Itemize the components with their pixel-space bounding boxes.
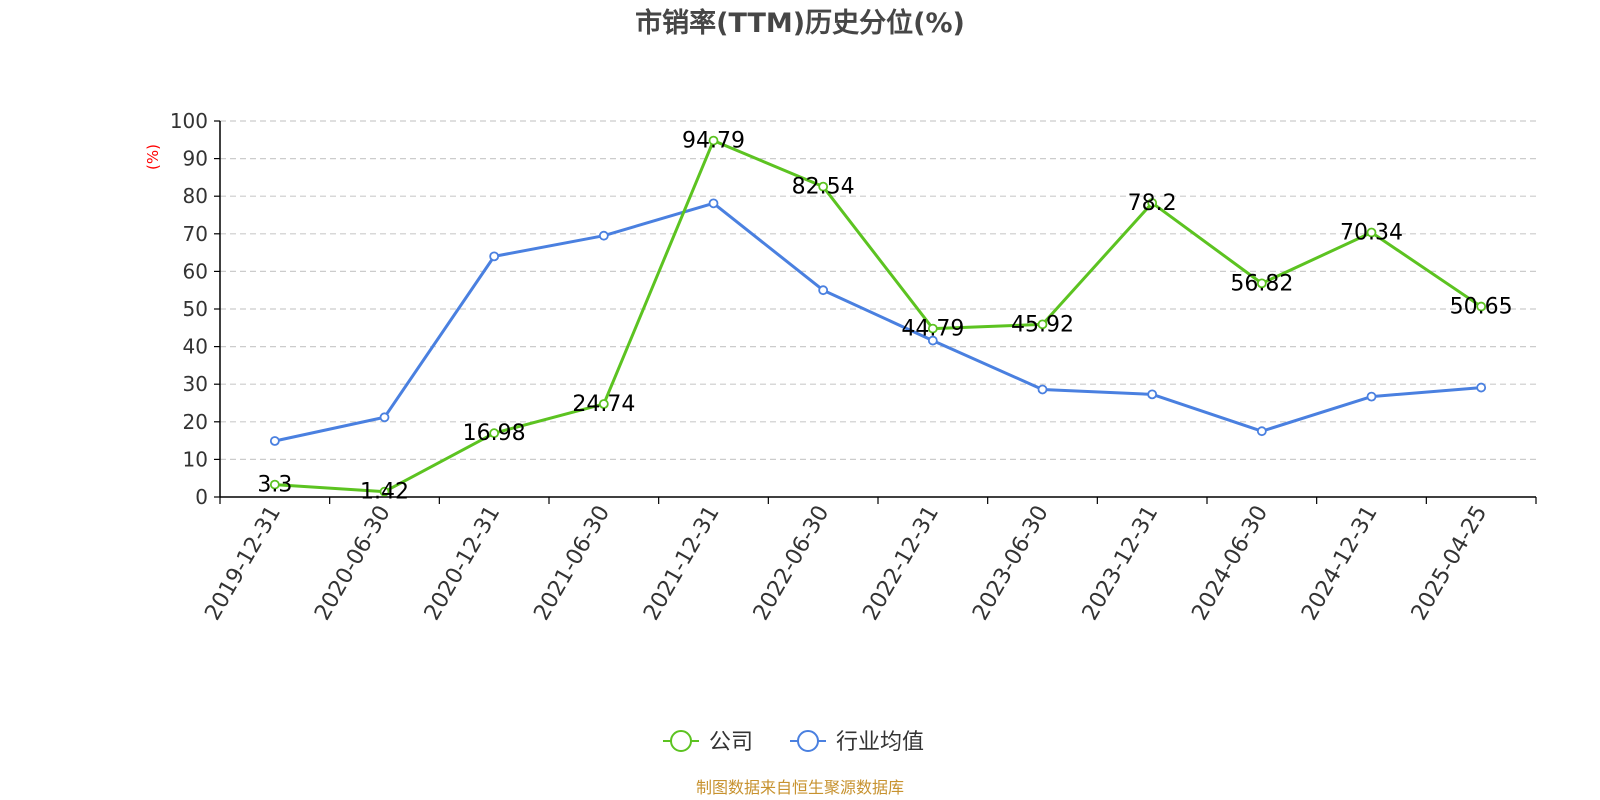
y-tick-label: 0 — [195, 485, 208, 509]
x-tick-label: 2025-04-25 — [1407, 502, 1493, 625]
data-label: 78.2 — [1128, 191, 1177, 216]
data-label: 16.98 — [463, 421, 526, 446]
series-line-company — [274, 139, 1483, 494]
x-tick-label: 2020-06-30 — [310, 502, 396, 625]
data-label: 24.74 — [572, 392, 635, 417]
data-label: 1.42 — [360, 480, 409, 505]
x-tick-label: 2020-12-31 — [420, 501, 506, 624]
x-tick-label: 2023-12-31 — [1078, 502, 1164, 625]
x-tick-label: 2023-06-30 — [968, 502, 1054, 625]
x-tick-label: 2022-12-31 — [858, 501, 944, 624]
y-tick-label: 90 — [183, 147, 208, 171]
legend-marker-icon — [797, 730, 819, 752]
data-point — [489, 251, 500, 262]
x-tick-label: 2022-06-30 — [749, 502, 835, 625]
y-tick-label: 30 — [183, 372, 208, 396]
y-tick-label: 50 — [183, 297, 208, 321]
data-point — [1366, 391, 1377, 402]
data-point — [1037, 384, 1048, 395]
y-tick-label: 70 — [183, 222, 208, 246]
legend-label: 公司 — [709, 730, 753, 755]
data-point — [708, 198, 719, 209]
chart-title: 市销率(TTM)历史分位(%) — [635, 7, 965, 39]
y-tick-label: 80 — [183, 184, 208, 208]
y-tick-label: 40 — [183, 335, 208, 359]
data-point — [1256, 426, 1267, 437]
data-point — [379, 412, 390, 423]
data-point — [1256, 278, 1267, 289]
data-point — [598, 399, 609, 409]
data-point — [708, 135, 719, 146]
data-label: 94.79 — [682, 129, 745, 154]
data-point — [1147, 389, 1158, 400]
data-label: 70.34 — [1340, 221, 1403, 246]
data-label: 56.82 — [1230, 271, 1293, 296]
series-lines — [269, 135, 1487, 497]
data-point — [1476, 382, 1487, 393]
source-note: 制图数据来自恒生聚源数据库 — [696, 778, 904, 797]
data-point — [927, 335, 938, 346]
data-point — [1147, 198, 1158, 208]
x-tick-label: 2024-06-30 — [1187, 502, 1273, 625]
y-tick-label: 60 — [183, 259, 208, 283]
y-tick-label: 100 — [170, 109, 208, 133]
data-point — [379, 486, 390, 497]
series-line-industry — [274, 201, 1482, 443]
data-point — [489, 428, 500, 439]
data-point — [818, 181, 829, 192]
y-tick-label: 10 — [183, 447, 208, 471]
data-label: 3.3 — [257, 473, 292, 498]
grid-lines — [220, 120, 1536, 460]
data-point — [1476, 301, 1487, 312]
legend-item-industry[interactable]: 行业均值 — [790, 730, 924, 755]
y-tick-label: 20 — [183, 410, 208, 434]
legend[interactable]: 公司 行业均值 — [663, 730, 924, 755]
data-label: 50.65 — [1450, 295, 1513, 320]
data-point — [269, 479, 280, 490]
data-labels: 3.3 1.42 16.98 24.74 94.79 82.54 44.79 45.92 78.… — [257, 129, 1512, 505]
data-label: 45.92 — [1011, 312, 1074, 337]
data-point — [927, 323, 938, 334]
legend-item-company[interactable]: 公司 — [663, 730, 753, 755]
x-tick-label: 2019-12-31 — [200, 502, 286, 625]
data-point — [1366, 227, 1377, 238]
data-point — [818, 285, 829, 296]
y-axis-unit-label: (%) — [144, 144, 162, 170]
data-point — [598, 230, 609, 241]
x-tick-label: 2021-06-30 — [529, 502, 615, 625]
data-label: 44.79 — [901, 317, 964, 342]
legend-marker-icon — [670, 730, 692, 752]
data-label: 82.54 — [792, 175, 855, 200]
data-point — [269, 436, 280, 446]
data-point — [1037, 319, 1048, 330]
x-tick-label: 2024-12-31 — [1297, 502, 1383, 625]
legend-label: 行业均值 — [836, 730, 924, 755]
x-tick-label: 2021-12-31 — [639, 502, 725, 625]
